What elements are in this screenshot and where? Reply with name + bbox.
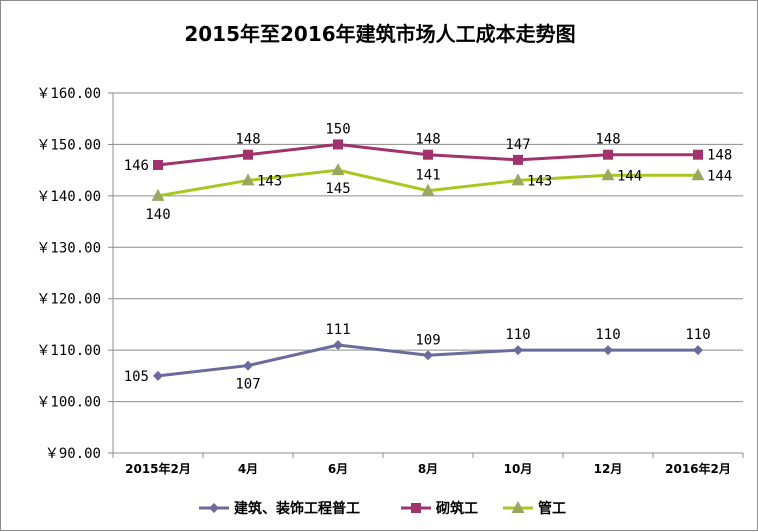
legend-label: 管工: [538, 500, 566, 517]
data-label: 140: [145, 207, 170, 223]
data-label: 148: [235, 132, 260, 148]
x-tick-label: 6月: [328, 462, 348, 476]
y-tick-label: ￥100.00: [36, 395, 101, 411]
data-point: [151, 188, 165, 201]
data-point: [693, 149, 703, 160]
data-label: 109: [415, 332, 440, 348]
data-label: 150: [325, 121, 350, 137]
data-label: 143: [257, 173, 282, 189]
data-point: [603, 345, 613, 356]
data-label: 148: [707, 148, 732, 164]
legend-marker: [511, 501, 525, 513]
legend-marker: [209, 503, 219, 513]
y-tick-label: ￥150.00: [36, 137, 101, 153]
data-point: [333, 139, 343, 150]
data-label: 110: [595, 327, 620, 343]
data-label: 144: [617, 168, 642, 184]
series-2: 146 148 150 148 147 148 148: [124, 121, 733, 174]
data-label: 144: [707, 168, 732, 184]
data-point: [513, 345, 523, 356]
data-label: 147: [505, 137, 530, 153]
legend-marker: [411, 503, 421, 513]
legend-label: 砌筑工: [435, 500, 478, 517]
y-tick-label: ￥90.00: [45, 446, 101, 462]
data-label: 146: [124, 158, 149, 174]
data-point: [241, 173, 255, 186]
data-label: 148: [415, 132, 440, 148]
legend-item: 建筑、装饰工程普工: [199, 500, 360, 517]
data-point: [423, 149, 433, 160]
data-point: [153, 160, 163, 170]
grid-layer: [113, 92, 743, 454]
data-point: [693, 345, 703, 356]
x-tick-label: 2016年2月: [665, 461, 731, 476]
series-line: [157, 343, 698, 378]
data-point: [333, 340, 343, 350]
data-label: 145: [325, 181, 350, 197]
data-label: 105: [124, 369, 149, 385]
y-tick-label: ￥140.00: [36, 189, 101, 205]
data-label: 110: [685, 327, 710, 343]
data-point: [153, 370, 163, 381]
x-tick-label: 12月: [594, 462, 623, 476]
y-tick-label: ￥110.00: [36, 343, 101, 359]
data-point: [243, 360, 253, 371]
data-point: [243, 149, 253, 160]
data-point: [603, 149, 613, 160]
data-point: [691, 168, 705, 181]
series-1: 105 107 111 109 110 110 110: [124, 322, 711, 393]
data-point: [423, 350, 433, 361]
y-tick-label: ￥120.00: [36, 292, 101, 308]
data-label: 111: [325, 322, 350, 338]
legend-item: 砌筑工: [401, 500, 478, 517]
data-label: 143: [527, 173, 552, 189]
y-tick-label: ￥160.00: [36, 86, 101, 102]
data-label: 148: [595, 132, 620, 148]
x-tick-label: 4月: [238, 462, 258, 476]
data-label: 141: [415, 168, 440, 184]
y-tick-label: ￥130.00: [36, 240, 101, 256]
data-label: 110: [505, 327, 530, 343]
data-point: [601, 168, 615, 181]
legend-label: 建筑、装饰工程普工: [234, 500, 360, 517]
series-3: 140 143 145 141 143 144 144: [145, 163, 732, 223]
x-tick-label: 2015年2月: [125, 461, 191, 476]
legend-item: 管工: [503, 500, 566, 517]
data-point: [511, 173, 525, 186]
axis-layer: ￥160.00 ￥150.00 ￥140.00 ￥130.00 ￥120.00 ￥110.…: [36, 86, 744, 476]
data-label: 107: [235, 377, 260, 393]
data-point: [513, 154, 523, 165]
x-tick-label: 8月: [418, 462, 438, 476]
data-point: [421, 183, 435, 196]
x-tick-label: 10月: [504, 462, 533, 476]
data-point: [331, 163, 345, 176]
chart-title: 2015年至2016年建筑市场人工成本走势图: [184, 22, 575, 46]
legend: 建筑、装饰工程普工 砌筑工 管工: [199, 500, 566, 517]
